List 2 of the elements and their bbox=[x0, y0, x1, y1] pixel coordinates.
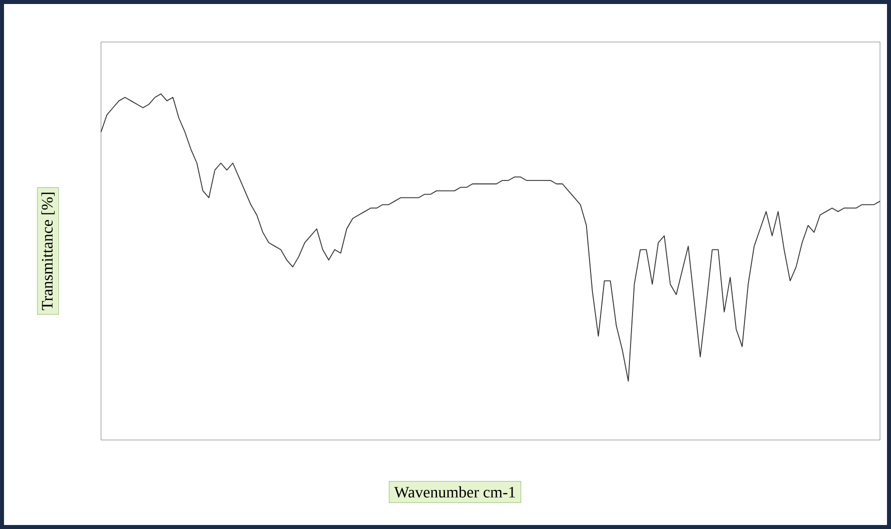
y-axis-title: Transmittance [%] bbox=[41, 192, 55, 310]
x-axis-title: Wavenumber cm-1 bbox=[394, 486, 515, 498]
